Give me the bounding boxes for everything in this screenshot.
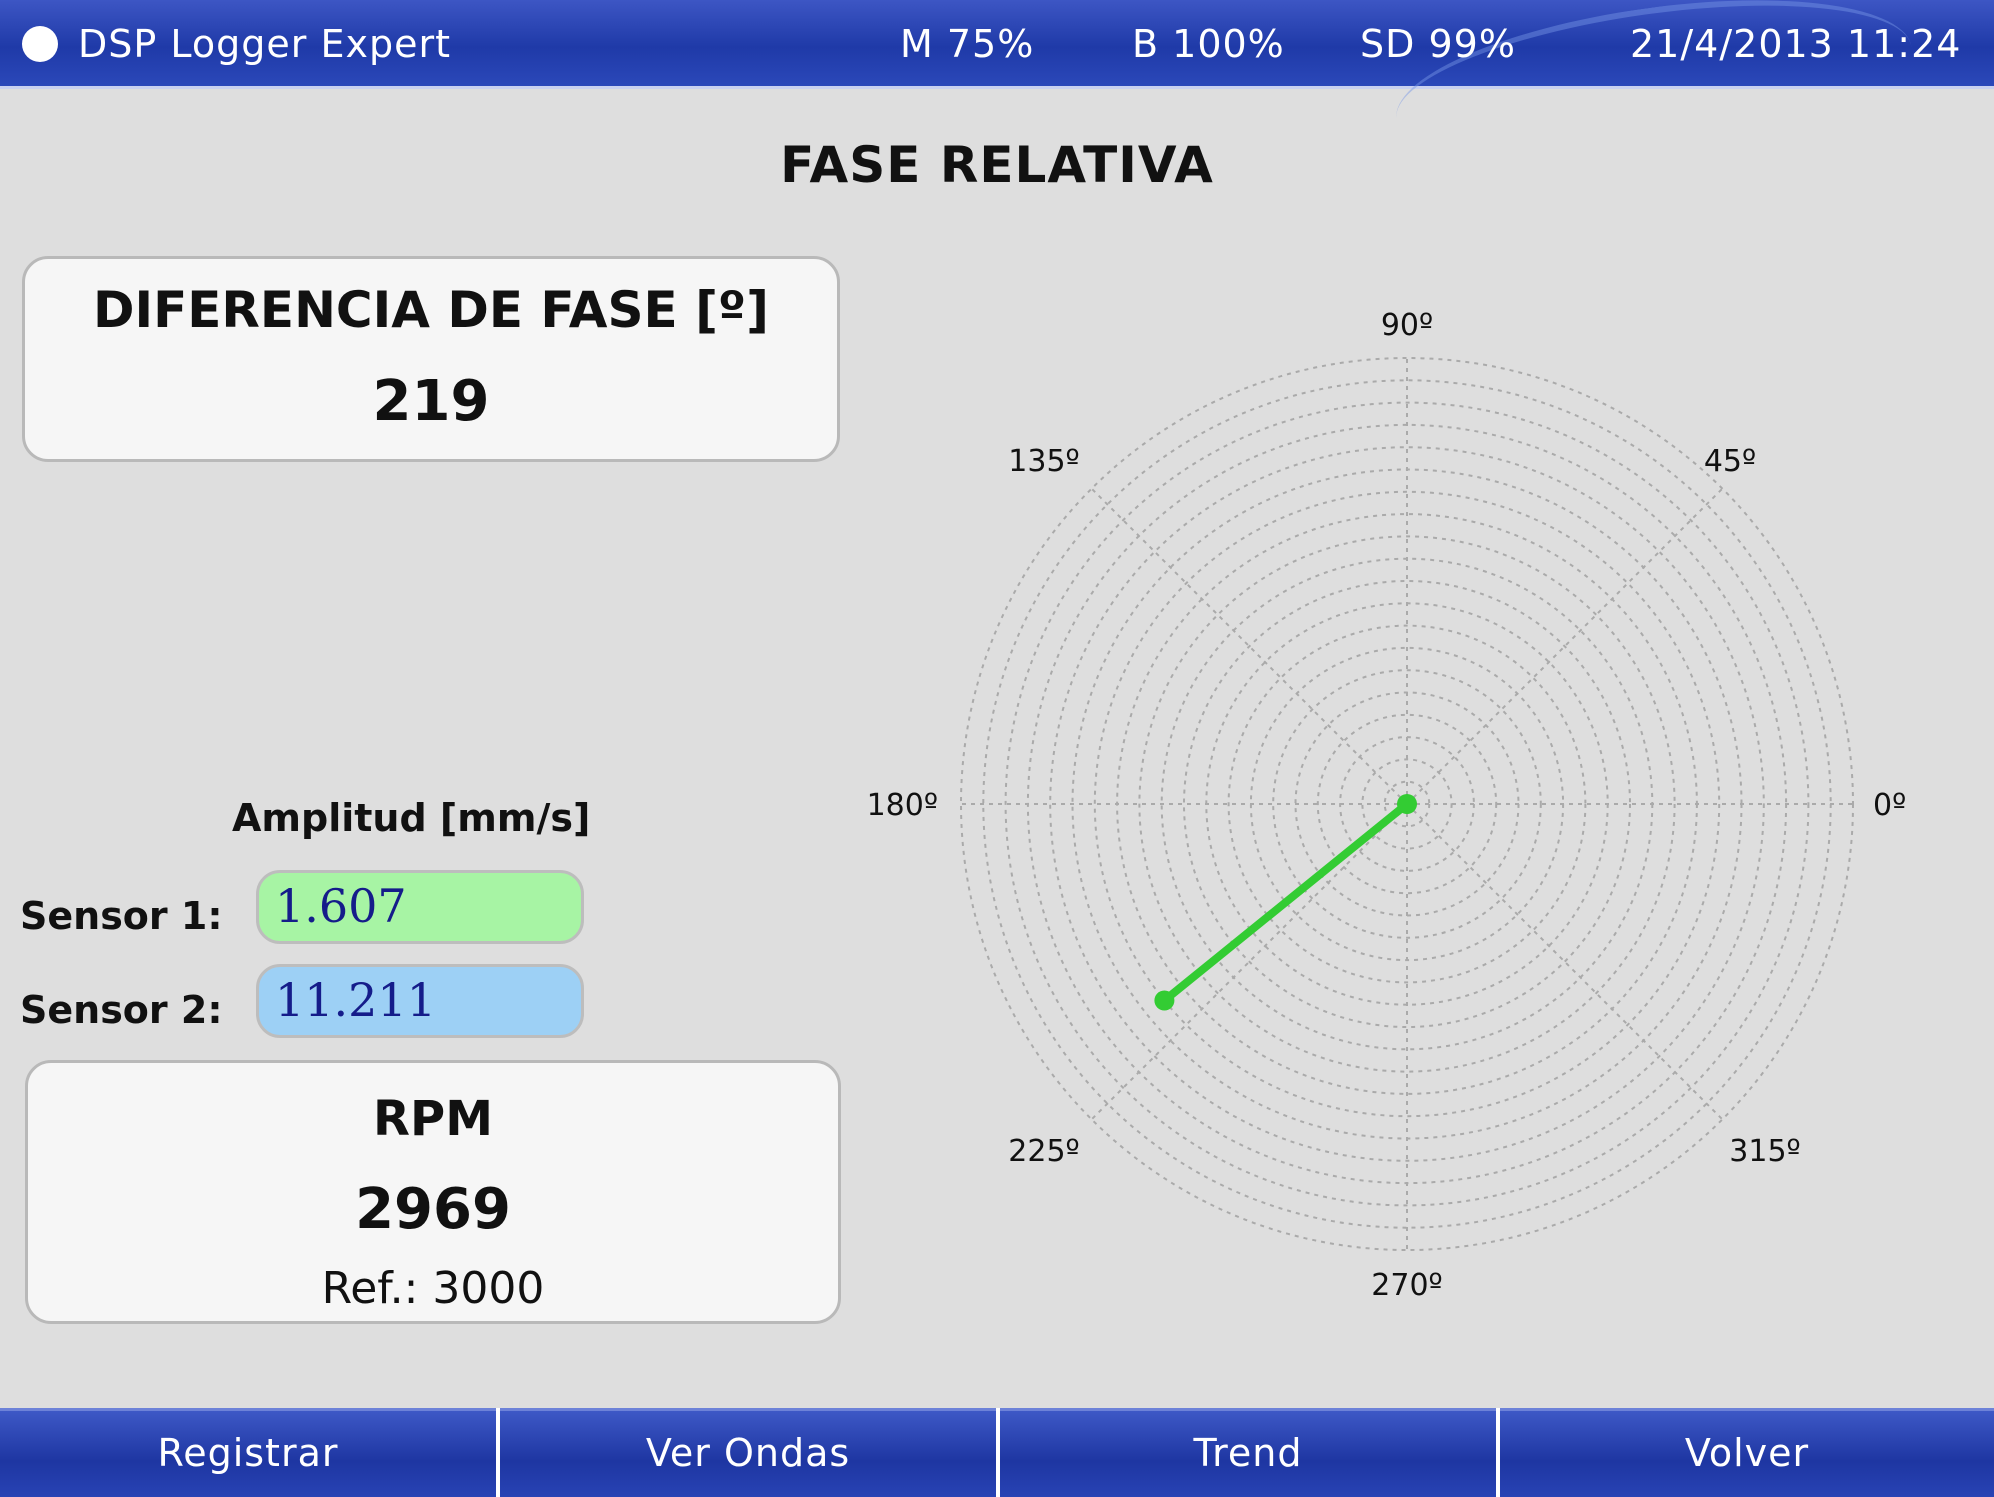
bottom-button-bar: Registrar Ver Ondas Trend Volver xyxy=(0,1408,1994,1497)
phase-vector-tip xyxy=(1154,990,1175,1011)
sensor-2-label: Sensor 2: xyxy=(20,988,223,1032)
phase-difference-value: 219 xyxy=(372,369,490,434)
angle-label-45: 45º xyxy=(1704,444,1756,479)
sensor-1-label: Sensor 1: xyxy=(20,894,223,938)
rpm-value: 2969 xyxy=(355,1177,511,1242)
rpm-reference: Ref.: 3000 xyxy=(321,1263,545,1314)
sensor-2-value: 11.211 xyxy=(256,964,584,1038)
memory-status: M 75% xyxy=(900,22,1035,66)
angle-label-270: 270º xyxy=(1371,1268,1442,1303)
grid-ring xyxy=(1316,713,1498,895)
sd-card-status: SD 99% xyxy=(1360,22,1516,66)
phase-vector-origin xyxy=(1397,794,1417,814)
grid-ring xyxy=(1138,535,1676,1073)
status-bar: DSP Logger Expert M 75% B 100% SD 99% 21… xyxy=(0,0,1994,194)
polar-grid-spokes xyxy=(961,358,1853,1250)
grid-ring xyxy=(960,357,1854,1251)
trend-button[interactable]: Trend xyxy=(1000,1408,1496,1497)
angle-label-0: 0º xyxy=(1873,788,1906,823)
polar-phase-plot: 0º 45º 90º 135º 180º 225º 270º 315º xyxy=(867,308,1907,1303)
grid-ring xyxy=(1272,669,1542,939)
grid-ring xyxy=(1361,758,1453,850)
battery-status: B 100% xyxy=(1132,22,1285,66)
rpm-card: RPM 2969 Ref.: 3000 xyxy=(25,1060,841,1324)
angle-label-225: 225º xyxy=(1008,1134,1079,1169)
page-title: FASE RELATIVA xyxy=(780,136,1214,194)
date-time: 21/4/2013 11:24 xyxy=(1630,22,1962,66)
phase-difference-card: DIFERENCIA DE FASE [º] 219 xyxy=(22,256,840,462)
grid-ring xyxy=(1383,780,1431,828)
rpm-label: RPM xyxy=(373,1091,493,1147)
grid-ring xyxy=(1093,490,1721,1118)
grid-ring xyxy=(1183,580,1631,1028)
grid-spoke xyxy=(1406,487,1724,805)
grid-spoke xyxy=(1406,803,1724,1121)
status-indicator-icon xyxy=(22,26,58,62)
registrar-button[interactable]: Registrar xyxy=(0,1408,496,1497)
grid-ring xyxy=(1227,624,1587,984)
app-title: DSP Logger Expert xyxy=(78,22,451,66)
amplitude-title: Amplitud [mm/s] xyxy=(232,796,591,840)
phase-difference-label: DIFERENCIA DE FASE [º] xyxy=(93,281,769,339)
sensor-1-value: 1.607 xyxy=(256,870,584,944)
grid-ring xyxy=(1004,401,1810,1207)
angle-label-180: 180º xyxy=(867,788,938,823)
angle-label-315: 315º xyxy=(1729,1134,1800,1169)
ver-ondas-button[interactable]: Ver Ondas xyxy=(500,1408,996,1497)
volver-button[interactable]: Volver xyxy=(1500,1408,1994,1497)
grid-spoke xyxy=(1090,487,1408,805)
angle-label-90: 90º xyxy=(1381,308,1433,343)
grid-spoke xyxy=(1090,803,1408,1121)
angle-label-135: 135º xyxy=(1008,444,1079,479)
phase-vector xyxy=(1160,800,1411,1005)
